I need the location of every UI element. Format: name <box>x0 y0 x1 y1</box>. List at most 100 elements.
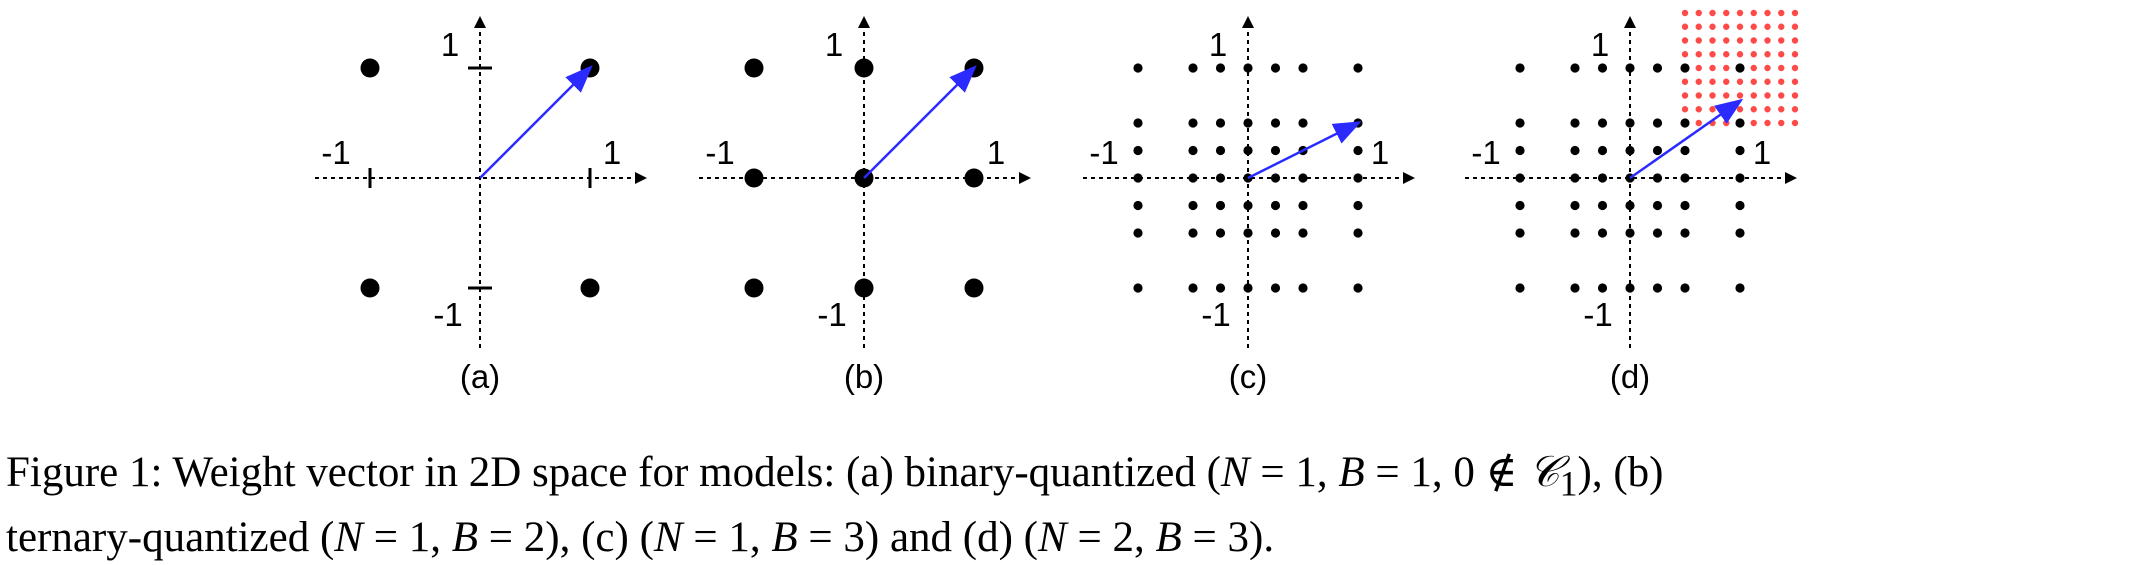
weight-vector <box>1629 98 1744 180</box>
grid-point <box>1270 118 1281 128</box>
red-grid-point <box>1764 37 1771 44</box>
red-grid-point <box>1791 37 1799 44</box>
grid-point <box>1133 118 1143 128</box>
grid-point <box>1597 228 1608 238</box>
grid-point <box>1680 283 1690 293</box>
grid-point <box>1597 200 1608 211</box>
grid-point <box>1270 63 1281 73</box>
grid-point <box>1270 283 1281 293</box>
x-tick-label-neg: -1 <box>1471 134 1500 171</box>
red-grid-point <box>1778 9 1785 17</box>
panel-label: (d) <box>1610 358 1650 395</box>
red-grid-point <box>1750 9 1757 17</box>
grid-point <box>1680 145 1690 156</box>
grid-point <box>580 278 600 298</box>
caption-text: = 2, <box>1066 513 1156 561</box>
grid-point <box>1515 118 1525 128</box>
grid-point <box>1188 145 1198 156</box>
grid-point <box>1188 228 1198 238</box>
grid-point <box>1215 228 1226 238</box>
red-grid-point <box>1791 78 1799 85</box>
red-grid-point <box>1750 119 1757 127</box>
grid-point <box>1215 283 1226 293</box>
red-grid-point <box>1750 64 1757 72</box>
y-tick-label-neg: -1 <box>1583 296 1612 333</box>
red-grid-point <box>1681 92 1689 99</box>
red-grid-point <box>1764 106 1771 113</box>
red-grid-point <box>1723 92 1730 99</box>
red-grid-point <box>1709 9 1716 17</box>
grid-point <box>1735 173 1745 183</box>
red-grid-point <box>1695 23 1702 30</box>
y-tick-label-neg: -1 <box>817 296 846 333</box>
weight-vector <box>863 65 977 179</box>
red-grid-point <box>1681 37 1689 44</box>
red-grid-point <box>1709 106 1716 113</box>
grid-point <box>1680 173 1690 183</box>
grid-point <box>1625 283 1635 293</box>
grid-point <box>1270 173 1281 183</box>
red-grid-point <box>1695 64 1702 72</box>
grid-point <box>1597 283 1608 293</box>
red-grid-point <box>1723 119 1730 127</box>
grid-point <box>1570 283 1580 293</box>
grid-point <box>1353 145 1363 156</box>
red-grid-point <box>1736 78 1744 85</box>
caption-math: B <box>1155 513 1182 561</box>
grid-point <box>1243 283 1253 293</box>
caption-line-1: Figure 1: Weight vector in 2D space for … <box>6 446 2124 511</box>
red-grid-point <box>1750 92 1757 99</box>
caption-text: = 1, <box>1249 449 1339 496</box>
grid-point <box>1570 145 1580 156</box>
red-grid-point <box>1723 9 1730 17</box>
caption-math: B <box>451 513 479 561</box>
red-grid-point <box>1764 9 1771 17</box>
grid-point <box>1215 145 1226 156</box>
panel-a: 1 -1 1 -1 (a) <box>315 16 647 395</box>
grid-points <box>744 58 984 298</box>
grid-points <box>1133 63 1363 293</box>
red-grid-point <box>1736 51 1744 58</box>
caption-line-2: ternary-quantized (N = 1, B = 2), (c) (N… <box>6 511 2124 565</box>
grid-point <box>1353 228 1363 238</box>
caption-math: N <box>1038 513 1067 561</box>
grid-points <box>1515 63 1745 293</box>
red-grid-point <box>1750 23 1757 30</box>
grid-point <box>1570 118 1580 128</box>
red-grid-point <box>1764 92 1771 99</box>
grid-point <box>744 168 764 188</box>
grid-point <box>1133 200 1143 211</box>
caption-text: = 3) and (d) ( <box>797 513 1039 561</box>
y-tick-label-pos: 1 <box>825 26 843 63</box>
grid-point <box>1298 173 1308 183</box>
red-grid-point <box>1709 51 1716 58</box>
red-grid-point <box>1736 9 1744 17</box>
grid-point <box>1353 283 1363 293</box>
grid-point <box>1597 173 1608 183</box>
red-grid-point <box>1764 64 1771 72</box>
grid-point <box>1570 200 1580 211</box>
caption-math: N <box>653 513 683 561</box>
grid-point <box>964 278 984 298</box>
red-grid-point <box>1750 51 1757 58</box>
grid-point <box>1652 200 1663 211</box>
red-grid-point <box>1709 23 1716 30</box>
caption-text: Figure 1: Weight vector in 2D space for … <box>6 449 1221 496</box>
y-tick-label-pos: 1 <box>441 26 459 63</box>
grid-point <box>1243 118 1253 128</box>
grid-point <box>1133 283 1143 293</box>
grid-point <box>1735 283 1745 293</box>
weight-vector <box>1247 121 1362 180</box>
panel-c: 1 -1 1 -1 (c) <box>1083 16 1415 395</box>
grid-point <box>1652 118 1663 128</box>
red-grid-point <box>1695 92 1702 99</box>
caption-math: 𝒞 <box>1528 449 1560 496</box>
grid-point <box>1570 173 1580 183</box>
caption-text: = 1, 0 ∉ <box>1364 449 1529 496</box>
grid-point <box>1298 118 1308 128</box>
red-grid-point <box>1709 37 1716 44</box>
grid-point <box>1652 63 1663 73</box>
red-grid-point <box>1778 106 1785 113</box>
red-grid-point <box>1709 78 1716 85</box>
grid-point <box>1188 118 1198 128</box>
